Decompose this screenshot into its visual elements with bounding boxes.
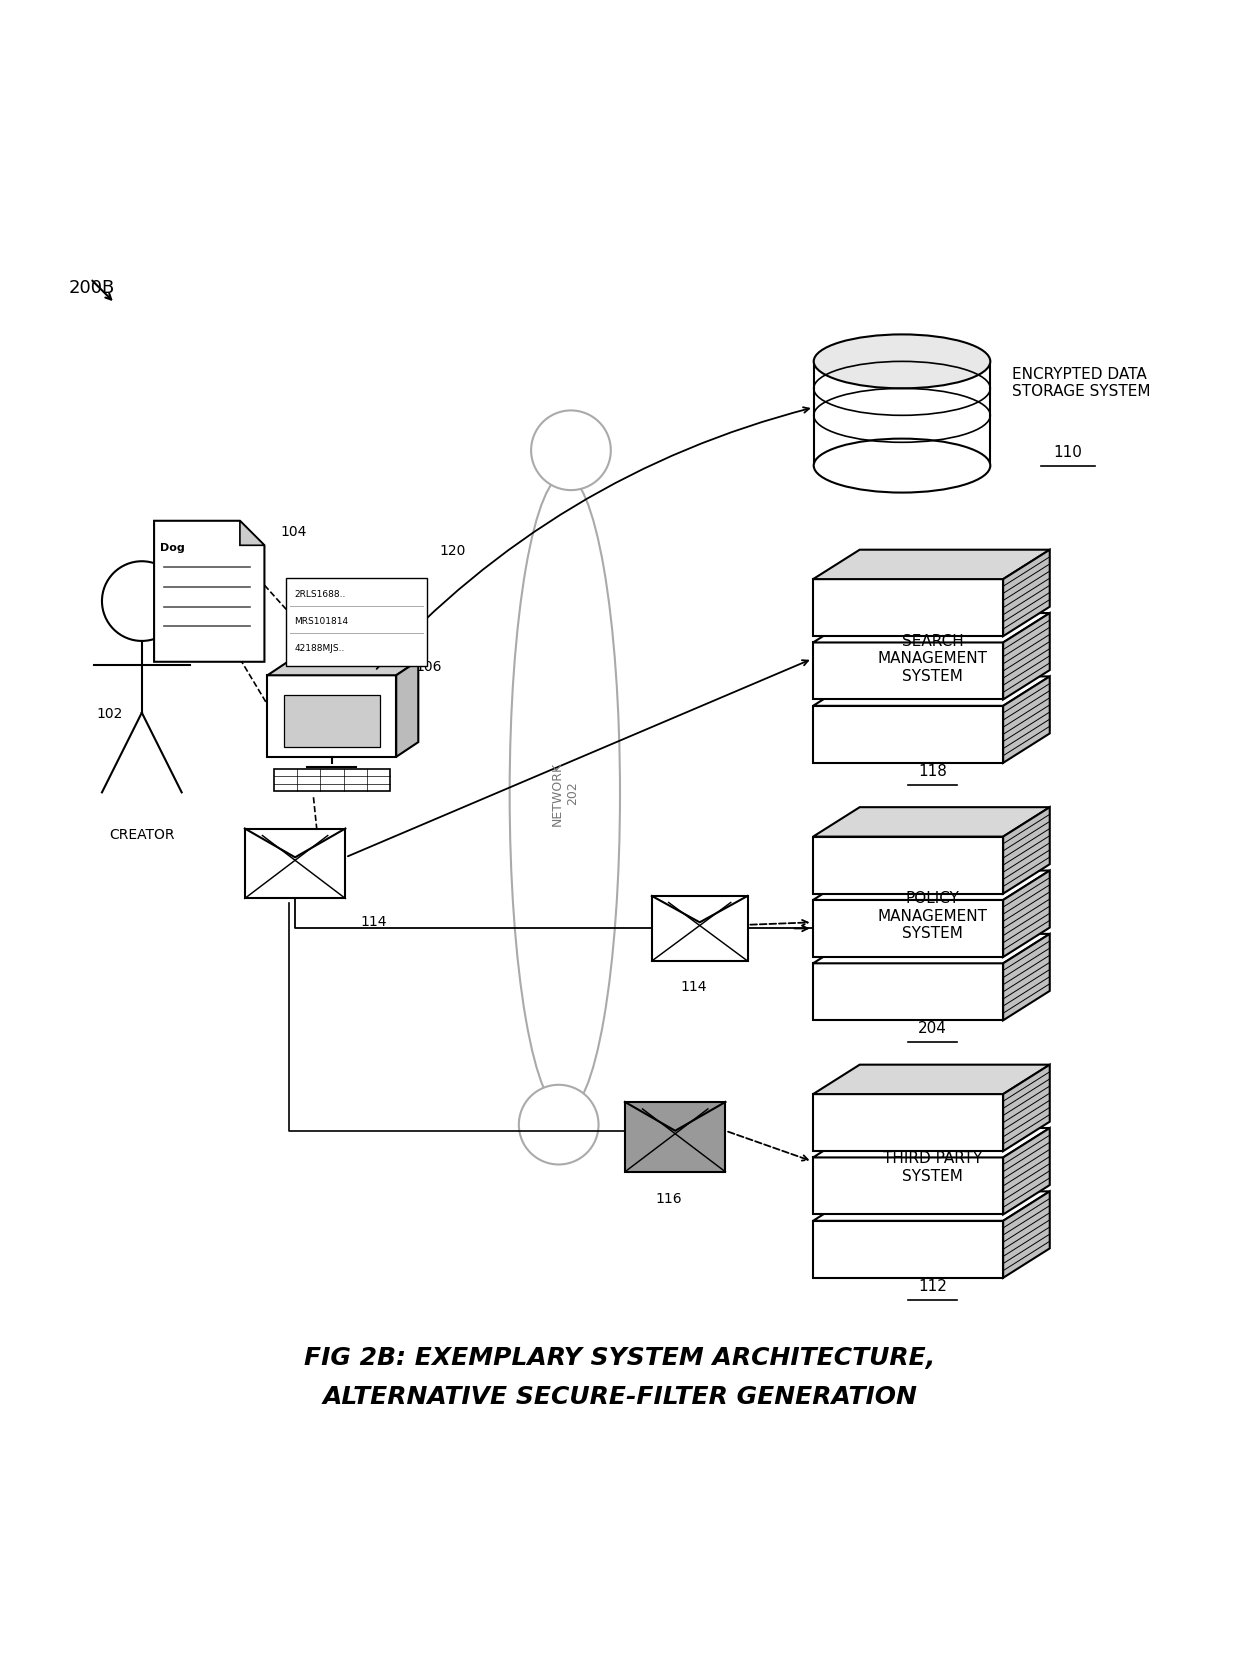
Polygon shape bbox=[154, 520, 264, 663]
Ellipse shape bbox=[518, 1084, 599, 1164]
Polygon shape bbox=[813, 550, 1050, 579]
Polygon shape bbox=[813, 1094, 1003, 1151]
Text: 106: 106 bbox=[415, 661, 441, 674]
Text: 42188MJS..: 42188MJS.. bbox=[294, 644, 345, 652]
Polygon shape bbox=[1003, 612, 1050, 699]
Text: 204: 204 bbox=[919, 1022, 947, 1037]
Polygon shape bbox=[813, 1221, 1003, 1278]
Ellipse shape bbox=[531, 410, 611, 490]
Polygon shape bbox=[813, 870, 1050, 900]
Text: 102: 102 bbox=[97, 708, 123, 721]
Polygon shape bbox=[813, 836, 1003, 893]
Polygon shape bbox=[813, 1128, 1050, 1158]
Polygon shape bbox=[397, 661, 418, 756]
Polygon shape bbox=[244, 828, 346, 898]
Ellipse shape bbox=[813, 335, 991, 388]
Polygon shape bbox=[1003, 550, 1050, 636]
Polygon shape bbox=[813, 806, 1050, 836]
Text: POLICY
MANAGEMENT
SYSTEM: POLICY MANAGEMENT SYSTEM bbox=[878, 892, 987, 942]
Text: ALTERNATIVE SECURE-FILTER GENERATION: ALTERNATIVE SECURE-FILTER GENERATION bbox=[322, 1385, 918, 1409]
Polygon shape bbox=[813, 964, 1003, 1021]
Polygon shape bbox=[1003, 1064, 1050, 1151]
Polygon shape bbox=[1003, 676, 1050, 763]
Ellipse shape bbox=[813, 438, 991, 492]
Polygon shape bbox=[1003, 1128, 1050, 1215]
Polygon shape bbox=[1003, 806, 1050, 893]
Polygon shape bbox=[284, 694, 381, 746]
Text: 200B: 200B bbox=[68, 279, 114, 296]
Polygon shape bbox=[1003, 1191, 1050, 1278]
Text: 118: 118 bbox=[919, 765, 947, 780]
Polygon shape bbox=[813, 1191, 1050, 1221]
Polygon shape bbox=[652, 897, 748, 960]
Polygon shape bbox=[813, 900, 1003, 957]
Polygon shape bbox=[813, 706, 1003, 763]
Text: 114: 114 bbox=[681, 980, 707, 994]
Polygon shape bbox=[1003, 870, 1050, 957]
Polygon shape bbox=[813, 579, 1003, 636]
Text: FIG 2B: EXEMPLARY SYSTEM ARCHITECTURE,: FIG 2B: EXEMPLARY SYSTEM ARCHITECTURE, bbox=[304, 1345, 936, 1370]
Text: MRS101814: MRS101814 bbox=[294, 617, 348, 626]
Text: 110: 110 bbox=[1053, 445, 1083, 460]
Polygon shape bbox=[813, 1064, 1050, 1094]
Text: 112: 112 bbox=[919, 1278, 947, 1293]
Text: Dog: Dog bbox=[160, 542, 185, 552]
Polygon shape bbox=[268, 676, 397, 756]
Polygon shape bbox=[239, 520, 264, 545]
Polygon shape bbox=[268, 661, 418, 676]
Polygon shape bbox=[813, 361, 991, 465]
Text: CREATOR: CREATOR bbox=[109, 828, 175, 842]
Polygon shape bbox=[813, 642, 1003, 699]
Text: 116: 116 bbox=[656, 1193, 682, 1206]
Polygon shape bbox=[813, 1158, 1003, 1215]
Polygon shape bbox=[625, 1103, 725, 1171]
Text: THIRD PARTY
SYSTEM: THIRD PARTY SYSTEM bbox=[883, 1151, 982, 1184]
Text: 114: 114 bbox=[360, 915, 387, 929]
Polygon shape bbox=[274, 770, 391, 791]
Polygon shape bbox=[1003, 934, 1050, 1021]
Polygon shape bbox=[813, 934, 1050, 964]
Text: ENCRYPTED DATA
STORAGE SYSTEM: ENCRYPTED DATA STORAGE SYSTEM bbox=[1012, 366, 1151, 400]
Ellipse shape bbox=[510, 475, 620, 1113]
Text: SEARCH
MANAGEMENT
SYSTEM: SEARCH MANAGEMENT SYSTEM bbox=[878, 634, 987, 684]
Text: NETWORK
202: NETWORK 202 bbox=[551, 761, 579, 826]
Text: 120: 120 bbox=[440, 544, 466, 557]
Text: 2RLS1688..: 2RLS1688.. bbox=[294, 591, 346, 599]
Polygon shape bbox=[286, 577, 427, 666]
Text: 104: 104 bbox=[280, 525, 306, 539]
Polygon shape bbox=[813, 612, 1050, 642]
Polygon shape bbox=[813, 676, 1050, 706]
